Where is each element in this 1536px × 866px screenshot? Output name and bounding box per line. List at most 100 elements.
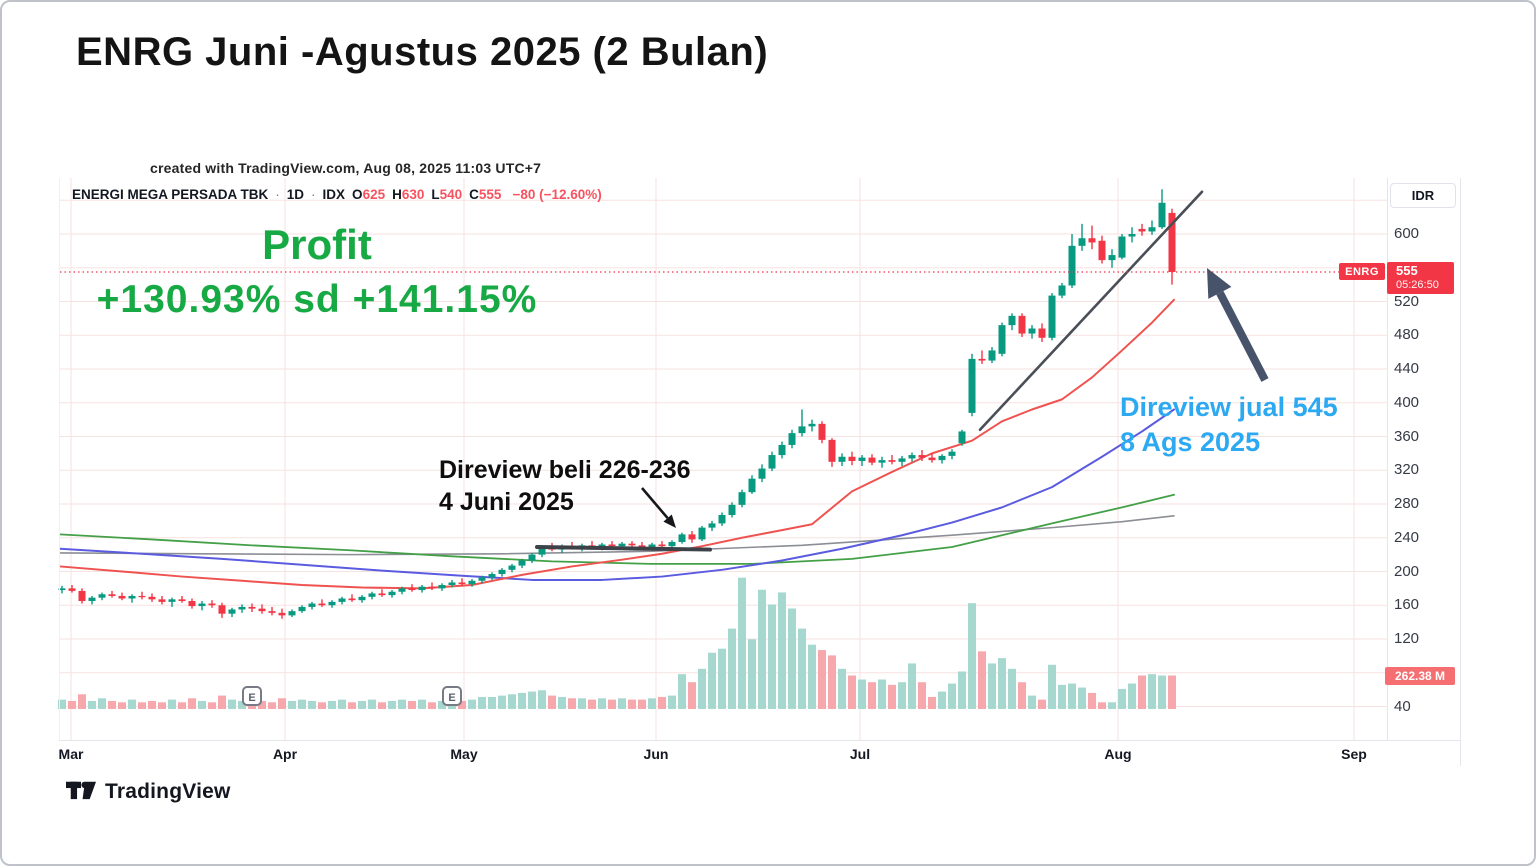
volume-bar — [1028, 695, 1036, 709]
profit-title: Profit — [262, 221, 372, 268]
price-scale-separator[interactable] — [1387, 178, 1388, 740]
volume-bar — [898, 682, 906, 709]
volume-bar — [608, 699, 616, 709]
tradingview-brand-name: TradingView — [105, 780, 231, 803]
price-tick-label: 480 — [1394, 326, 1420, 344]
legend-low: L540 — [431, 187, 462, 202]
candle-body — [698, 527, 706, 540]
candle-body — [148, 596, 156, 600]
candle-body — [138, 595, 146, 598]
candle-body — [968, 358, 976, 413]
volume-bar — [1068, 683, 1076, 709]
sell-arrow-shaft — [1216, 291, 1269, 382]
high-label: H — [392, 187, 402, 202]
candle-body — [378, 593, 386, 596]
volume-bar — [1008, 668, 1016, 709]
month-tick-label: Mar — [58, 746, 84, 762]
volume-bar — [418, 699, 426, 709]
volume-bar — [218, 695, 226, 709]
buy-annotation: Direview beli 226-236 4 Juni 2025 — [439, 454, 691, 518]
volume-bar — [658, 696, 666, 709]
candle-body — [538, 547, 546, 555]
candle-body — [238, 606, 246, 610]
price-tick-label: 240 — [1394, 528, 1420, 546]
currency-label[interactable]: IDR — [1390, 183, 1456, 208]
volume-bar — [618, 698, 626, 709]
volume-bar — [718, 648, 726, 709]
volume-bar — [918, 682, 926, 709]
volume-bar — [668, 695, 676, 709]
candle-body — [438, 585, 446, 589]
volume-bar — [148, 700, 156, 709]
sell-arrow-head — [1207, 268, 1232, 299]
volume-bar — [528, 691, 536, 709]
legend-timeframe: 1D — [286, 187, 305, 202]
volume-bar — [58, 699, 66, 709]
candle-body — [218, 605, 226, 614]
candle-body — [748, 478, 756, 493]
symbol-legend[interactable]: ENERGI MEGA PERSADA TBK · 1D · IDX O625 … — [72, 187, 602, 202]
volume-bar — [678, 674, 686, 709]
candle-body — [858, 457, 866, 461]
earnings-marker-letter: E — [448, 692, 455, 704]
candle-body — [1038, 328, 1046, 338]
volume-bar — [1018, 682, 1026, 709]
candle-body — [178, 599, 186, 602]
volume-bar — [278, 698, 286, 709]
volume-bar — [168, 699, 176, 709]
candle-body — [338, 598, 346, 602]
candle-body — [478, 577, 486, 581]
legend-exchange: IDX — [322, 187, 346, 202]
volume-bar — [798, 628, 806, 709]
legend-separator: · — [311, 187, 316, 202]
volume-bar — [698, 668, 706, 709]
candle-body — [288, 611, 296, 616]
volume-bar — [138, 702, 146, 709]
volume-bar — [518, 692, 526, 709]
volume-bar — [118, 702, 126, 709]
plot-left-border — [59, 178, 60, 740]
volume-bar — [308, 700, 316, 709]
candle-body — [1028, 328, 1036, 334]
open-value: 625 — [362, 187, 386, 202]
candle-body — [108, 594, 116, 596]
buy-arrow-shaft — [641, 487, 669, 519]
candle-body — [868, 457, 876, 463]
candle-body — [418, 586, 426, 591]
volume-bar — [778, 592, 786, 709]
volume-bar — [98, 698, 106, 709]
legend-change: −80 (−12.60%) — [512, 187, 602, 202]
volume-bar — [748, 639, 756, 709]
candle-body — [1128, 234, 1136, 237]
candle-body — [838, 456, 846, 462]
volume-bar — [338, 699, 346, 709]
volume-bar — [318, 702, 326, 709]
page-title: ENRG Juni -Agustus 2025 (2 Bulan) — [76, 30, 769, 74]
volume-bar — [188, 698, 196, 709]
volume-bar — [598, 698, 606, 709]
volume-bar — [568, 698, 576, 709]
volume-bar — [398, 699, 406, 709]
volume-bar — [358, 700, 366, 709]
price-tick-label: 520 — [1394, 292, 1420, 310]
volume-bar — [88, 700, 96, 709]
volume-bar — [878, 679, 886, 709]
time-scale-separator[interactable] — [59, 740, 1460, 741]
volume-bar — [1158, 675, 1166, 709]
candle-body — [738, 492, 746, 505]
month-tick-label: Sep — [1341, 746, 1367, 762]
volume-bar — [858, 679, 866, 709]
candle-body — [518, 560, 526, 566]
volume-bar — [768, 604, 776, 709]
low-value: 540 — [439, 187, 463, 202]
sell-annotation-line1: Direview jual 545 — [1120, 392, 1338, 422]
volume-bar — [908, 663, 916, 709]
volume-bar — [108, 700, 116, 709]
candle-body — [718, 514, 726, 524]
volume-bar — [1098, 702, 1106, 709]
profit-annotation: Profit +130.93% sd +141.15% — [42, 221, 592, 320]
volume-bar — [78, 694, 86, 709]
candle-body — [688, 534, 696, 540]
